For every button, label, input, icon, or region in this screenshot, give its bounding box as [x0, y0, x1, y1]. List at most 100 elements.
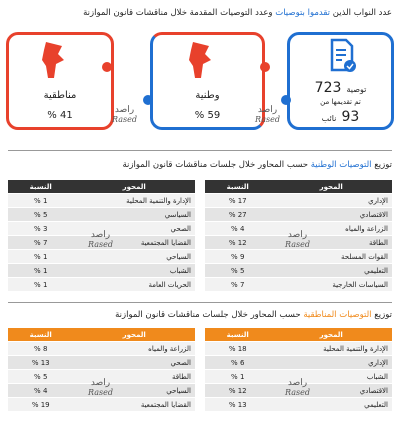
percent-cell: 8 % — [8, 341, 74, 356]
percent-cell: 12 % — [205, 235, 271, 250]
title-part: توزيع — [374, 310, 392, 320]
regional-label: مناطقية — [43, 90, 77, 101]
header-cell: النسبة — [8, 328, 74, 342]
watermark-ar: راصد — [90, 230, 111, 240]
title-part: عدد النواب الذين — [332, 8, 392, 18]
connector-dot — [102, 62, 112, 72]
submitted-by: تم تقديمها من — [320, 98, 361, 106]
percent-cell: 4 % — [8, 383, 74, 398]
watermark: راصد Rased — [285, 378, 310, 398]
table-row: الزراعة والمياه 4 % — [205, 221, 392, 236]
watermark: راصد Rased — [112, 105, 137, 125]
table-row: السياسي 5 % — [8, 207, 195, 222]
table-row: الإداري 6 % — [205, 355, 392, 370]
title-highlight: التوصيات الوطنية — [310, 160, 372, 170]
title-part: حسب المحاور خلال جلسات مناقشات قانون الم… — [115, 310, 301, 320]
percent-cell: 19 % — [8, 397, 74, 412]
watermark-ar: راصد — [257, 105, 278, 115]
percent-cell: 27 % — [205, 207, 271, 222]
topic-cell: الشباب — [270, 369, 392, 384]
data-table: المحور النسبة الإدارة والتنمية المحلية 1 % ا… — [8, 180, 195, 292]
title-part: وعدد التوصيات المقدمة خلال مناقشات قانون… — [83, 8, 273, 18]
data-table: المحور النسبة الإداري 17 % الاقتصادي 27 % الزر… — [205, 180, 392, 292]
percent-cell: 1 % — [8, 263, 74, 278]
topic-cell: القوات المسلحة — [270, 249, 392, 264]
table-row: الإداري 17 % — [205, 193, 392, 208]
watermark-ar: راصد — [287, 230, 308, 240]
watermark: راصد Rased — [88, 378, 113, 398]
header-cell: المحور — [270, 180, 392, 194]
percent-cell: 13 % — [8, 355, 74, 370]
separator — [8, 302, 392, 303]
table-row: السياحي 4 % — [8, 383, 195, 398]
topic-cell: الشباب — [73, 263, 195, 278]
table-row: القضايا المجتمعية 19 % — [8, 397, 195, 412]
topic-cell: الصحي — [73, 221, 195, 236]
watermark-en: Rased — [285, 240, 310, 249]
national-box — [150, 32, 265, 130]
map-icon — [42, 42, 64, 78]
topic-cell: السياحي — [73, 249, 195, 264]
percent-cell: 5 % — [205, 263, 271, 278]
percent-cell: 7 % — [8, 235, 74, 250]
table-row: الشباب 1 % — [8, 263, 195, 278]
topic-cell: السياسي — [73, 207, 195, 222]
national-title: توزيع التوصيات الوطنية حسب المحاور خلال … — [123, 160, 393, 170]
connector-dot — [281, 95, 291, 105]
regional-title: توزيع التوصيات المناطقية حسب المحاور خلا… — [115, 310, 392, 320]
topic-cell: الطاقة — [73, 369, 195, 384]
percent-cell: 4 % — [205, 221, 271, 236]
header-cell: النسبة — [8, 180, 74, 194]
table-row: القضايا المجتمعية 7 % — [8, 235, 195, 250]
regional-box — [6, 32, 114, 130]
watermark: راصد Rased — [88, 230, 113, 250]
percent-cell: 1 % — [205, 369, 271, 384]
topic-cell: الاقتصادي — [270, 383, 392, 398]
deputies-number: 93 — [341, 109, 360, 125]
topic-cell: الحريات العامة — [73, 277, 195, 292]
table-row: السياسات الخارجية 7 % — [205, 277, 392, 292]
connector-dot — [143, 95, 153, 105]
watermark: راصد Rased — [255, 105, 280, 125]
watermark-en: Rased — [285, 388, 310, 397]
header-cell: المحور — [270, 328, 392, 342]
watermark-ar: راصد — [114, 105, 135, 115]
watermark-ar: راصد — [287, 378, 308, 388]
table-row: السياحي 1 % — [8, 249, 195, 264]
percent-cell: 7 % — [205, 277, 271, 292]
data-table: المحور النسبة الزراعة والمياه 8 % الصحي 13 % ا… — [8, 328, 195, 412]
percent-cell: 9 % — [205, 249, 271, 264]
percent-cell: 13 % — [205, 397, 271, 412]
title-part: توزيع — [374, 160, 392, 170]
data-table: المحور النسبة الإدارة والتنمية المحلية 18 %… — [205, 328, 392, 412]
topic-cell: الإداري — [270, 355, 392, 370]
table-row: الحريات العامة 1 % — [8, 277, 195, 292]
header-row: المحور النسبة — [205, 328, 392, 342]
table-row: الصحي 13 % — [8, 355, 195, 370]
table-row: الطاقة 12 % — [205, 235, 392, 250]
percent-cell: 3 % — [8, 221, 74, 236]
percent-cell: 1 % — [8, 277, 74, 292]
header-cell: النسبة — [205, 180, 271, 194]
percent-cell: 5 % — [8, 207, 74, 222]
table-row: الاقتصادي 12 % — [205, 383, 392, 398]
total-box — [287, 32, 394, 130]
table-row: التعليمي 5 % — [205, 263, 392, 278]
topic-cell: القضايا المجتمعية — [73, 235, 195, 250]
topic-cell: السياحي — [73, 383, 195, 398]
header-row: المحور النسبة — [205, 180, 392, 194]
header-row: المحور النسبة — [8, 180, 195, 194]
watermark-en: Rased — [88, 240, 113, 249]
topic-cell: الزراعة والمياه — [270, 221, 392, 236]
topic-cell: السياسات الخارجية — [270, 277, 392, 292]
watermark-en: Rased — [88, 388, 113, 397]
percent-cell: 1 % — [8, 249, 74, 264]
table-row: الإدارة والتنمية المحلية 1 % — [8, 193, 195, 208]
recommendations-number: 723 — [314, 80, 342, 96]
recommendations-label: توصية — [346, 85, 367, 94]
connector-dot — [260, 62, 270, 72]
watermark-en: Rased — [112, 115, 137, 124]
topic-cell: الزراعة والمياه — [73, 341, 195, 356]
percent-cell: 12 % — [205, 383, 271, 398]
table-row: التعليمي 13 % — [205, 397, 392, 412]
